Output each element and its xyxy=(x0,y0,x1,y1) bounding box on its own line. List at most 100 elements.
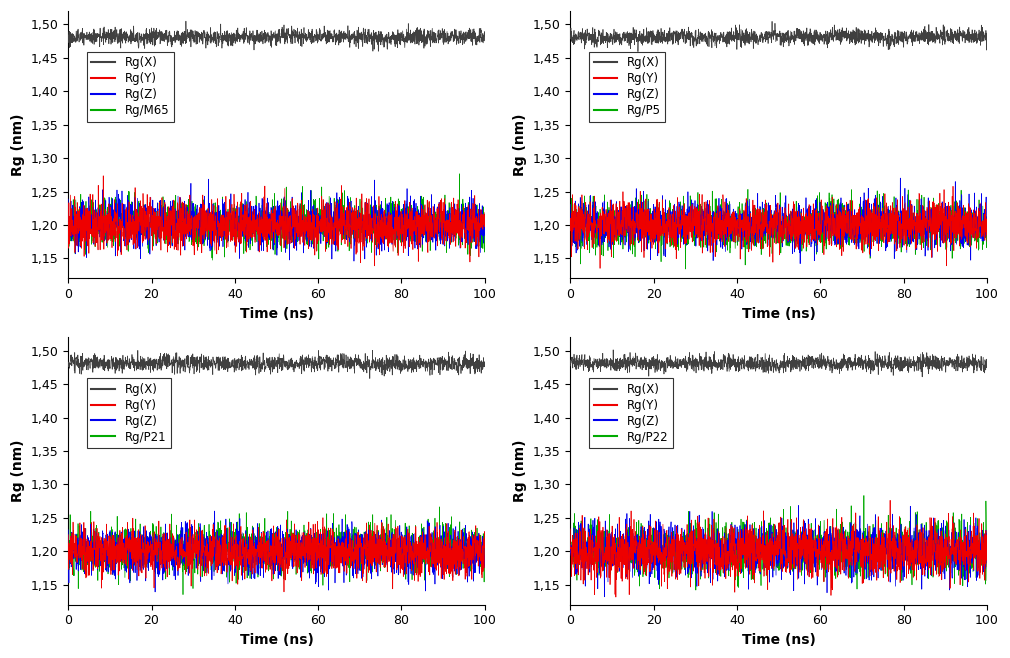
Rg(Y) xyxy=(217,532,229,540)
Rg(Z) xyxy=(815,221,827,229)
Rg(Z) xyxy=(479,564,491,572)
Rg(Z) xyxy=(793,501,805,509)
Rg(Z) xyxy=(981,218,993,226)
Rg(Y) xyxy=(278,588,290,596)
Rg(X) xyxy=(908,36,920,43)
Rg(X) xyxy=(99,30,111,38)
Rg(Y) xyxy=(594,265,606,272)
Rg(X) xyxy=(719,39,731,47)
Rg/P5 xyxy=(981,222,993,230)
Rg(Y) xyxy=(815,227,827,235)
Rg(X) xyxy=(373,47,385,55)
Rg(Y) xyxy=(72,224,84,232)
Rg/P22 xyxy=(857,492,870,499)
Rg(Y) xyxy=(587,232,599,240)
Rg(X) xyxy=(815,37,827,45)
Rg(Z) xyxy=(719,557,731,565)
Rg(Z) xyxy=(99,563,111,570)
Rg/P22 xyxy=(815,552,827,560)
Rg(X) xyxy=(602,29,614,37)
Rg/P21 xyxy=(433,503,445,511)
Line: Rg(X): Rg(X) xyxy=(571,350,987,377)
Rg/M65 xyxy=(63,222,75,230)
Rg(Y) xyxy=(907,216,919,224)
Rg(X) xyxy=(574,29,586,37)
Rg(X) xyxy=(364,374,376,382)
Rg/P22 xyxy=(908,558,920,566)
Rg(X) xyxy=(85,34,97,42)
Rg(Z) xyxy=(794,260,806,268)
Rg(Y) xyxy=(815,559,827,567)
Rg(Y) xyxy=(99,535,111,543)
Rg(Y) xyxy=(99,208,111,216)
Rg(Z) xyxy=(587,517,599,524)
Rg/M65 xyxy=(313,255,325,263)
Rg(Z) xyxy=(479,211,491,218)
Rg/P21 xyxy=(313,561,325,569)
Rg(Y) xyxy=(97,172,109,180)
Line: Rg/P21: Rg/P21 xyxy=(69,507,485,595)
Rg(Z) xyxy=(347,257,360,265)
Line: Rg(X): Rg(X) xyxy=(571,22,987,51)
Legend: Rg(X), Rg(Y), Rg(Z), Rg/P22: Rg(X), Rg(Y), Rg(Z), Rg/P22 xyxy=(589,378,673,448)
Y-axis label: Rg (nm): Rg (nm) xyxy=(513,113,527,176)
Rg(X) xyxy=(766,18,778,26)
Rg/M65 xyxy=(206,256,218,264)
Rg(Z) xyxy=(85,211,97,219)
Rg(X) xyxy=(815,359,827,367)
Rg(Y) xyxy=(217,216,229,224)
Rg/P5 xyxy=(680,265,692,273)
Rg(Y) xyxy=(908,562,920,570)
Rg(X) xyxy=(405,38,417,45)
Rg/P21 xyxy=(405,532,417,540)
Rg(Z) xyxy=(209,507,221,515)
Rg(X) xyxy=(981,30,993,38)
Rg(Y) xyxy=(85,539,97,547)
Rg(Z) xyxy=(99,205,111,213)
Rg/P5 xyxy=(565,222,577,230)
Rg(Y) xyxy=(72,550,84,558)
Rg(Y) xyxy=(719,222,731,230)
Line: Rg(Z): Rg(Z) xyxy=(571,505,987,597)
Line: Rg(Y): Rg(Y) xyxy=(69,518,485,592)
Rg(Y) xyxy=(565,227,577,235)
Rg/P21 xyxy=(85,507,97,515)
Rg/P22 xyxy=(981,576,993,584)
Rg(X) xyxy=(72,36,84,44)
Y-axis label: Rg (nm): Rg (nm) xyxy=(11,440,25,502)
Rg(X) xyxy=(313,34,325,41)
Y-axis label: Rg (nm): Rg (nm) xyxy=(11,113,25,176)
Line: Rg(Y): Rg(Y) xyxy=(571,186,987,268)
Rg(X) xyxy=(479,32,491,39)
Rg(X) xyxy=(63,358,75,366)
Rg(Y) xyxy=(565,525,577,533)
Rg(Y) xyxy=(313,236,325,244)
Rg(Y) xyxy=(574,551,586,559)
Rg/M65 xyxy=(453,170,466,178)
Rg(X) xyxy=(367,347,379,355)
Rg/P21 xyxy=(63,540,75,547)
Rg(Z) xyxy=(85,520,97,528)
Rg(Y) xyxy=(947,182,960,190)
Rg(X) xyxy=(72,363,84,370)
Line: Rg(Y): Rg(Y) xyxy=(69,176,485,266)
Line: Rg/P5: Rg/P5 xyxy=(571,190,987,269)
Rg/P21 xyxy=(72,553,84,561)
Rg(X) xyxy=(479,363,491,370)
Rg(X) xyxy=(719,359,731,367)
Rg(Z) xyxy=(313,214,325,222)
Line: Rg/M65: Rg/M65 xyxy=(69,174,485,260)
Legend: Rg(X), Rg(Y), Rg(Z), Rg/P21: Rg(X), Rg(Y), Rg(Z), Rg/P21 xyxy=(87,378,171,448)
Rg(Z) xyxy=(149,588,162,596)
Rg(X) xyxy=(574,359,586,367)
Rg/M65 xyxy=(99,223,111,231)
Rg/P21 xyxy=(217,559,229,567)
Rg(X) xyxy=(565,32,577,40)
Rg/P21 xyxy=(99,562,111,570)
Rg(Y) xyxy=(981,563,993,570)
Rg(X) xyxy=(632,47,644,55)
Rg(X) xyxy=(217,353,229,361)
Rg/P22 xyxy=(574,522,586,530)
Rg(Z) xyxy=(719,231,731,239)
Line: Rg(X): Rg(X) xyxy=(69,21,485,51)
